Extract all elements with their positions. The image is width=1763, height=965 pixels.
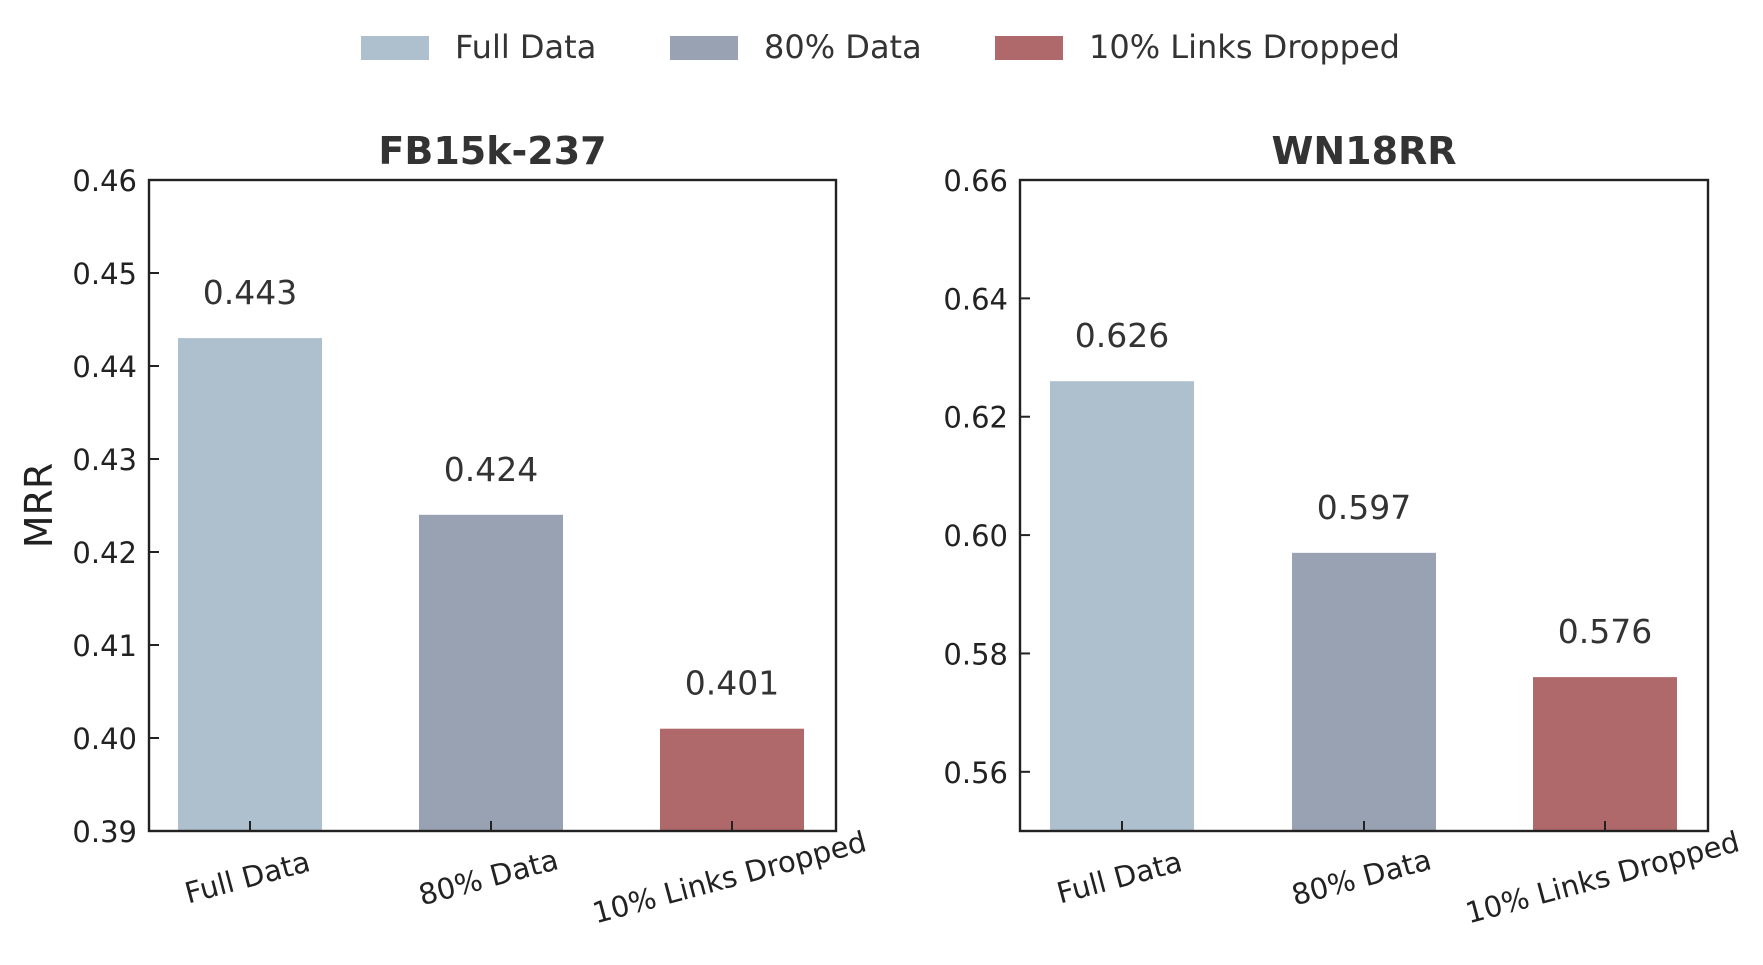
chart-panel: WN18RR 0.626 0.597 0.576 0.56 0.58 0.60 0.62 0.6…	[943, 129, 1743, 930]
x-tick-label: Full Data	[1053, 844, 1185, 910]
y-tick-label: 0.40	[72, 722, 137, 756]
bar-value-label: 0.626	[1075, 316, 1169, 355]
y-tick-label: 0.45	[72, 257, 137, 291]
legend-label: 10% Links Dropped	[1089, 28, 1400, 66]
y-axis-label: MRR	[17, 463, 61, 549]
y-tick-label: 0.58	[943, 637, 1008, 671]
bar	[660, 728, 804, 831]
bar	[1050, 381, 1194, 831]
y-tick-label: 0.39	[72, 815, 137, 849]
bar	[1533, 677, 1677, 831]
y-tick-label: 0.64	[943, 282, 1008, 316]
legend-entry: 80% Data	[670, 28, 922, 66]
y-tick-label: 0.66	[943, 164, 1008, 198]
legend-label: 80% Data	[764, 28, 922, 66]
bar-value-label: 0.597	[1317, 488, 1411, 527]
y-tick-label: 0.43	[72, 443, 137, 477]
bar	[1292, 552, 1436, 831]
legend-swatch	[361, 36, 429, 60]
x-tick-label: 10% Links Dropped	[589, 824, 870, 930]
bar-value-label: 0.443	[203, 273, 297, 312]
legend-entry: Full Data	[361, 28, 596, 66]
bar	[178, 338, 322, 831]
y-tick-label: 0.46	[72, 164, 137, 198]
y-tick-label: 0.62	[943, 401, 1008, 435]
bar	[419, 514, 563, 831]
chart-title: WN18RR	[1271, 129, 1456, 173]
y-tick-label: 0.41	[72, 629, 137, 663]
legend-label: Full Data	[455, 28, 596, 66]
x-tick-label: 10% Links Dropped	[1462, 824, 1743, 930]
x-tick-label: 80% Data	[415, 842, 562, 912]
legend: Full Data 80% Data 10% Links Dropped	[361, 28, 1400, 66]
x-tick-label: Full Data	[181, 844, 313, 910]
chart-title: FB15k-237	[378, 129, 606, 173]
panels: FB15k-237 0.443 0.424 0.401 0.39 0.40 0.41 0.42…	[17, 129, 1743, 930]
x-tick-label: 80% Data	[1288, 842, 1435, 912]
bar-value-label: 0.424	[444, 450, 538, 489]
y-tick-label: 0.42	[72, 536, 137, 570]
chart-panel: FB15k-237 0.443 0.424 0.401 0.39 0.40 0.41 0.42…	[17, 129, 870, 930]
legend-entry: 10% Links Dropped	[995, 28, 1400, 66]
y-tick-label: 0.44	[72, 350, 137, 384]
bar-value-label: 0.401	[685, 664, 779, 703]
y-tick-label: 0.60	[943, 519, 1008, 553]
legend-swatch	[670, 36, 738, 60]
axes-frame	[147, 178, 838, 833]
bar-value-label: 0.576	[1558, 612, 1652, 651]
y-tick-label: 0.56	[943, 756, 1008, 790]
legend-swatch	[995, 36, 1063, 60]
